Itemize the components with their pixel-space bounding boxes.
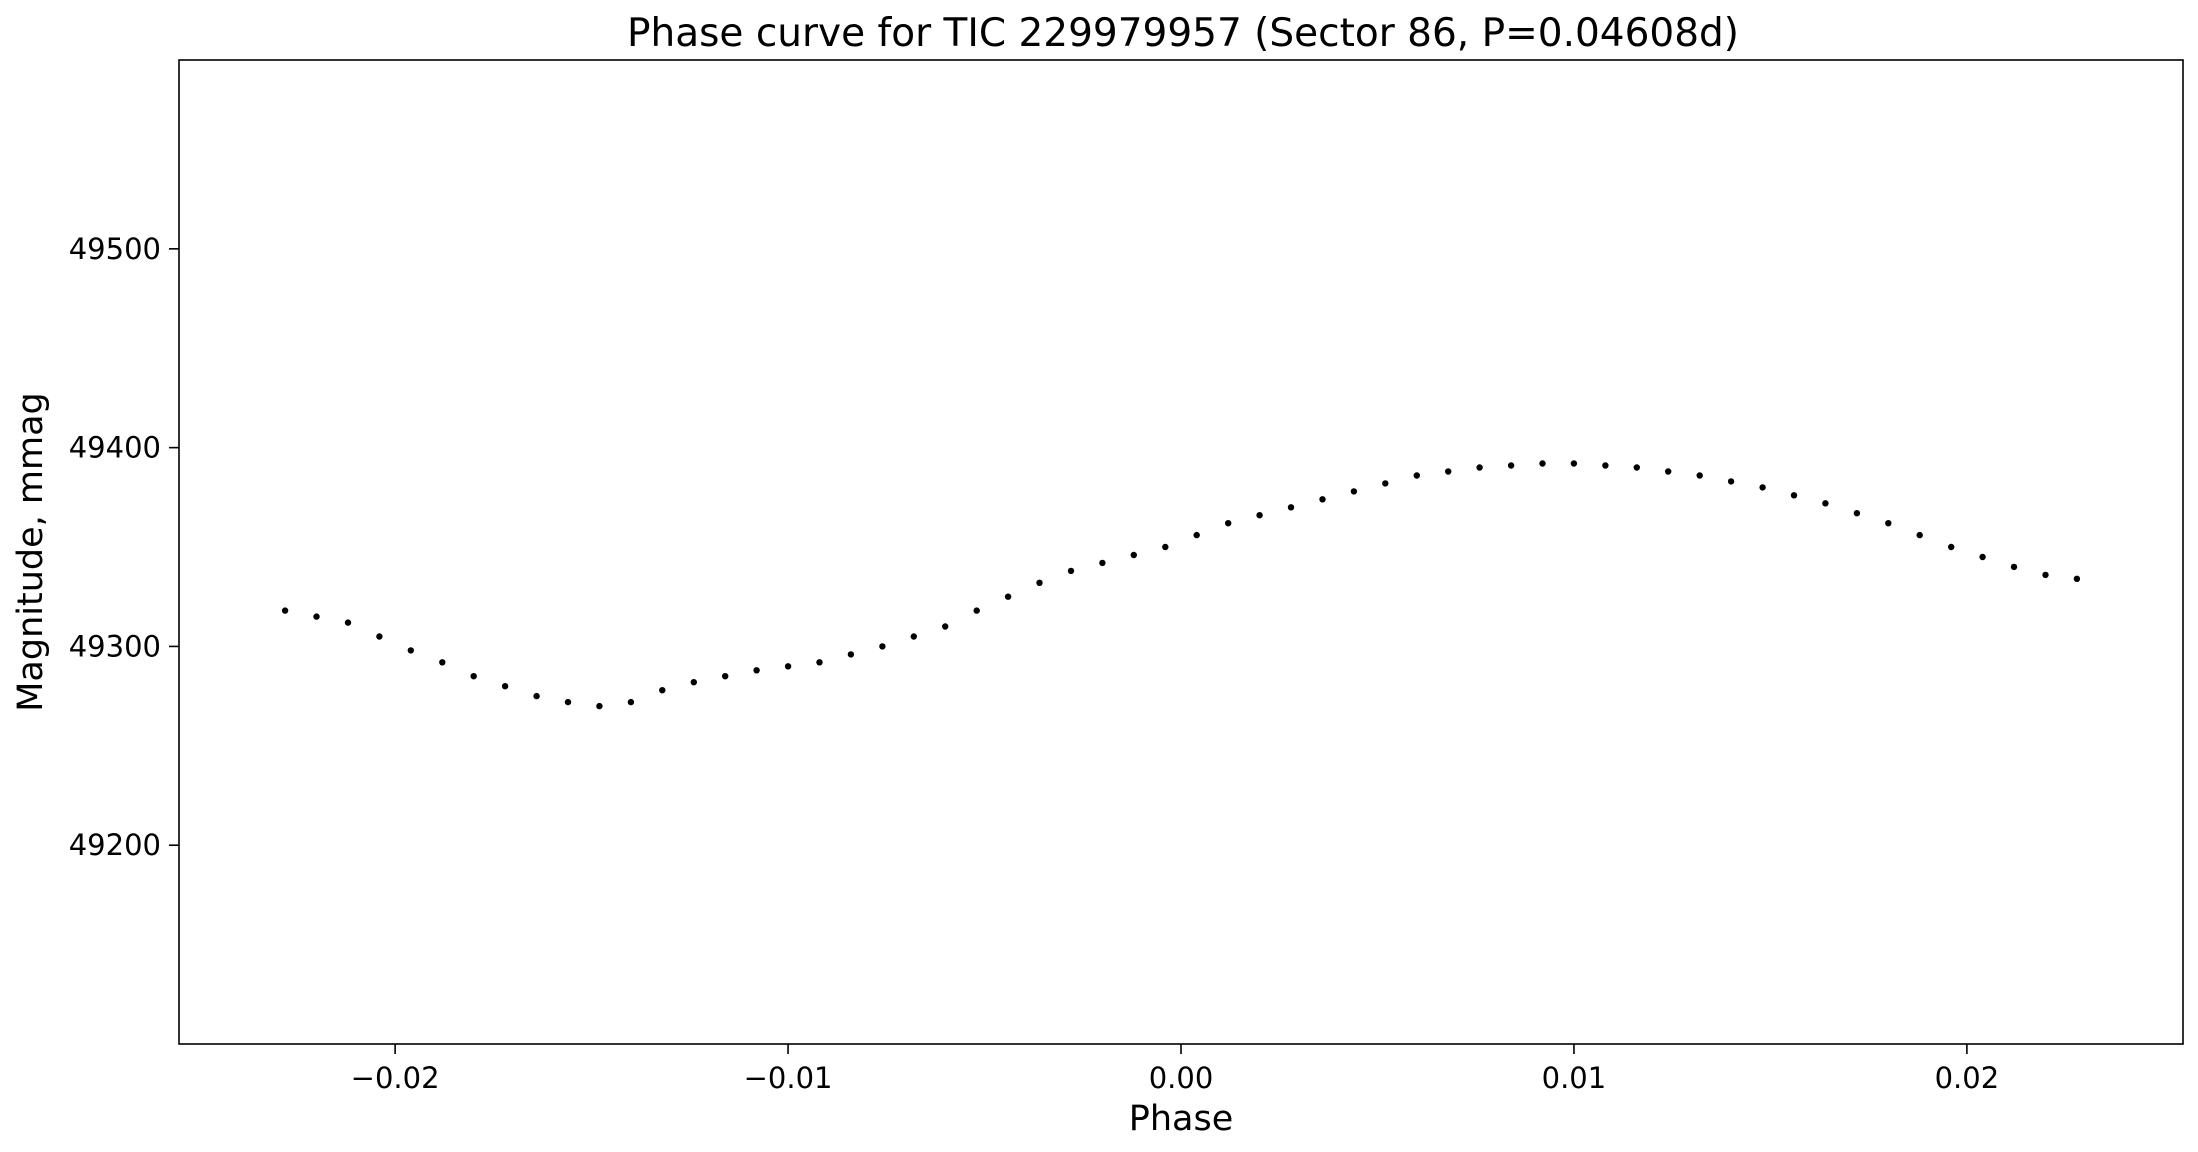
data-point — [501, 683, 509, 690]
data-point — [1790, 492, 1798, 499]
data-point — [816, 659, 823, 666]
data-point — [596, 702, 603, 710]
data-point — [1507, 462, 1515, 469]
data-point — [1099, 559, 1106, 567]
data-point — [1130, 551, 1138, 559]
x-tick-label: −0.01 — [744, 1061, 833, 1095]
data-point — [1948, 543, 1955, 551]
x-tick-label: 0.00 — [1149, 1061, 1214, 1095]
data-point — [1413, 472, 1421, 479]
data-point — [470, 673, 477, 680]
data-point — [2042, 571, 2049, 579]
data-point — [690, 679, 697, 686]
y-tick-label: 49500 — [69, 232, 161, 266]
data-point — [973, 607, 980, 614]
y-tick-label: 49200 — [69, 828, 161, 862]
data-point — [313, 613, 320, 620]
x-axis: −0.02 −0.01 0.00 0.01 0.02 — [351, 1044, 1999, 1095]
data-point — [784, 663, 792, 670]
data-point — [627, 698, 635, 706]
data-point — [1162, 543, 1169, 551]
data-point — [1476, 464, 1483, 471]
data-point — [1759, 484, 1766, 491]
plot-frame — [178, 59, 2184, 1045]
data-point — [533, 692, 540, 700]
data-point — [1256, 512, 1263, 519]
data-point — [1036, 579, 1043, 586]
data-point — [910, 633, 917, 640]
data-point — [1633, 464, 1641, 471]
data-point — [1665, 468, 1672, 475]
data-point — [879, 643, 886, 650]
scatter-points — [281, 460, 2081, 710]
data-point — [1539, 460, 1546, 467]
data-point — [1979, 553, 1986, 561]
data-point — [2010, 563, 2018, 571]
data-point — [344, 619, 352, 626]
y-axis: 49200 49300 49400 49500 — [69, 232, 179, 862]
x-axis-label: Phase — [1129, 1099, 1234, 1139]
data-point — [1727, 478, 1735, 485]
data-point — [847, 651, 855, 658]
data-point — [1004, 593, 1012, 600]
data-point — [281, 607, 289, 614]
data-point — [1350, 488, 1358, 495]
x-tick-label: 0.02 — [1935, 1061, 2000, 1095]
data-point — [407, 647, 414, 654]
y-tick-label: 49400 — [69, 431, 161, 465]
data-point — [1822, 500, 1829, 507]
data-point — [753, 667, 760, 674]
data-point — [942, 623, 949, 630]
data-point — [1193, 531, 1200, 539]
data-point — [1225, 520, 1232, 527]
y-tick-label: 49300 — [69, 629, 161, 663]
x-tick-label: −0.02 — [351, 1061, 440, 1095]
x-tick-label: 0.01 — [1542, 1061, 1607, 1095]
data-point — [1853, 510, 1861, 517]
data-point — [1445, 468, 1452, 475]
data-point — [1067, 567, 1075, 575]
chart-title: Phase curve for TIC 229979957 (Sector 86… — [627, 11, 1739, 56]
data-point — [564, 698, 572, 706]
data-point — [376, 633, 383, 640]
data-point — [1916, 531, 1923, 539]
data-point — [722, 673, 729, 680]
y-axis-label: Magnitude, mmag — [11, 392, 51, 712]
data-point — [1287, 504, 1295, 511]
data-point — [1570, 460, 1578, 467]
data-point — [659, 687, 666, 694]
data-point — [1319, 496, 1326, 503]
data-point — [2073, 575, 2081, 582]
data-point — [1696, 472, 1703, 479]
data-point — [1382, 480, 1389, 487]
data-point — [1602, 462, 1609, 469]
data-point — [1885, 520, 1892, 527]
data-point — [439, 659, 446, 666]
